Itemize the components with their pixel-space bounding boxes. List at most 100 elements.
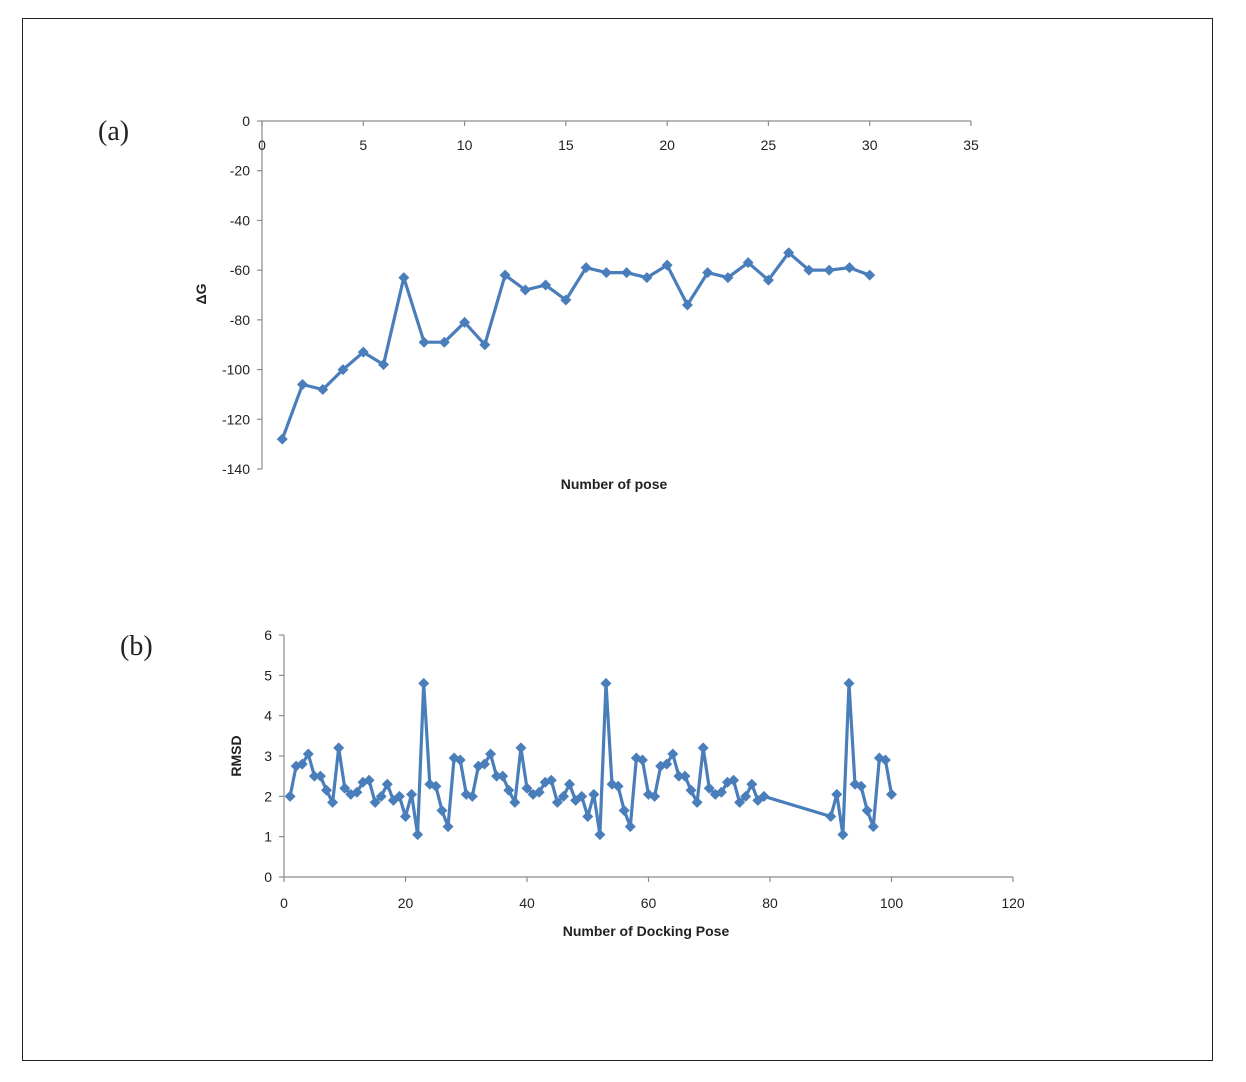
data-point	[499, 269, 511, 281]
data-point	[327, 796, 339, 808]
data-point	[641, 272, 653, 284]
data-point	[861, 804, 873, 816]
data-point	[667, 748, 679, 760]
y-tick-label: 2	[264, 788, 272, 804]
data-point	[685, 784, 697, 796]
y-tick-label: 0	[264, 869, 272, 885]
chart-b: (b) 0 1 2 3 4 5 6 0 20 40 60 80 100 120 RMSD Number …	[120, 627, 1025, 939]
x-tick-label: 0	[280, 895, 288, 911]
data-point	[702, 267, 714, 279]
data-point	[825, 811, 837, 822]
data-point	[406, 788, 418, 800]
series-a	[276, 247, 876, 445]
data-point	[515, 742, 527, 754]
data-point	[612, 780, 624, 792]
x-tick-label: 60	[641, 895, 657, 911]
data-point	[381, 778, 393, 790]
data-point	[378, 359, 390, 371]
y-tick-label: 3	[264, 748, 272, 764]
data-point	[276, 433, 288, 445]
data-point	[803, 264, 815, 276]
x-ticks-a: 0 5 10 15 20 25 30 35	[258, 121, 979, 153]
y-tick-label: -20	[230, 163, 250, 179]
data-point	[337, 364, 349, 376]
data-point	[783, 247, 795, 259]
x-tick-label: 120	[1001, 895, 1025, 911]
data-point	[308, 770, 320, 782]
panel-label-b: (b)	[120, 631, 153, 662]
data-point	[691, 796, 703, 808]
data-point	[418, 336, 430, 348]
x-tick-label: 80	[762, 895, 778, 911]
data-point	[624, 821, 636, 833]
data-point	[398, 272, 410, 284]
data-point	[491, 770, 503, 782]
y-ticks-a: 0 -20 -40 -60 -80 -100 -120 -140	[222, 113, 262, 477]
data-point	[703, 782, 715, 794]
data-point	[722, 272, 734, 284]
data-point	[837, 829, 849, 841]
data-point	[697, 742, 709, 754]
x-tick-label: 15	[558, 137, 574, 153]
data-point	[564, 778, 576, 790]
y-axis-label-a: ΔG	[193, 283, 209, 304]
x-axis-label-a: Number of pose	[561, 476, 668, 492]
data-point	[762, 274, 774, 286]
data-point	[831, 788, 843, 800]
y-tick-label: 1	[264, 829, 272, 845]
data-point	[297, 378, 309, 390]
series-b	[284, 677, 897, 841]
data-point	[867, 821, 879, 833]
data-point	[681, 299, 693, 311]
data-point	[560, 294, 572, 306]
data-point	[296, 758, 308, 770]
x-tick-label: 20	[398, 895, 414, 911]
y-tick-label: -120	[222, 411, 250, 427]
data-point	[576, 790, 588, 802]
data-point	[375, 790, 387, 802]
data-point	[742, 257, 754, 269]
x-tick-label: 25	[761, 137, 777, 153]
y-tick-label: -60	[230, 262, 250, 278]
data-point	[746, 778, 758, 790]
data-point	[497, 770, 509, 782]
chart-a: (a) 0 -20 -40 -60 -80 -100 -120 -140 0 5 10 15 20 25…	[98, 113, 979, 492]
data-point	[442, 821, 454, 833]
data-point	[357, 346, 369, 358]
x-tick-label: 20	[659, 137, 675, 153]
y-tick-label: -140	[222, 461, 250, 477]
data-point	[758, 790, 770, 802]
x-tick-label: 100	[880, 895, 904, 911]
data-point	[661, 259, 673, 271]
data-point	[594, 829, 606, 841]
x-tick-label: 0	[258, 137, 266, 153]
data-point	[479, 339, 491, 351]
data-point	[673, 770, 685, 782]
data-point	[509, 796, 521, 808]
data-point	[843, 677, 855, 689]
data-point	[485, 748, 497, 760]
data-point	[886, 788, 897, 800]
y-tick-label: 4	[264, 708, 272, 724]
y-tick-label: 5	[264, 667, 272, 683]
data-point	[369, 796, 381, 808]
data-point	[740, 790, 752, 802]
data-point	[649, 790, 661, 802]
data-point	[864, 269, 876, 281]
data-point	[533, 786, 545, 798]
data-point	[557, 790, 569, 802]
data-point	[459, 316, 471, 328]
data-point	[582, 811, 594, 822]
y-axis-label-b: RMSD	[228, 735, 244, 776]
data-point	[438, 336, 450, 348]
data-point	[728, 774, 740, 786]
data-point	[823, 264, 835, 276]
data-point	[600, 267, 612, 279]
data-point	[540, 279, 552, 291]
y-ticks-b: 0 1 2 3 4 5 6	[264, 627, 284, 885]
data-point	[284, 790, 296, 802]
data-point	[580, 262, 592, 274]
data-point	[333, 742, 345, 754]
x-axis-label-b: Number of Docking Pose	[563, 923, 730, 939]
